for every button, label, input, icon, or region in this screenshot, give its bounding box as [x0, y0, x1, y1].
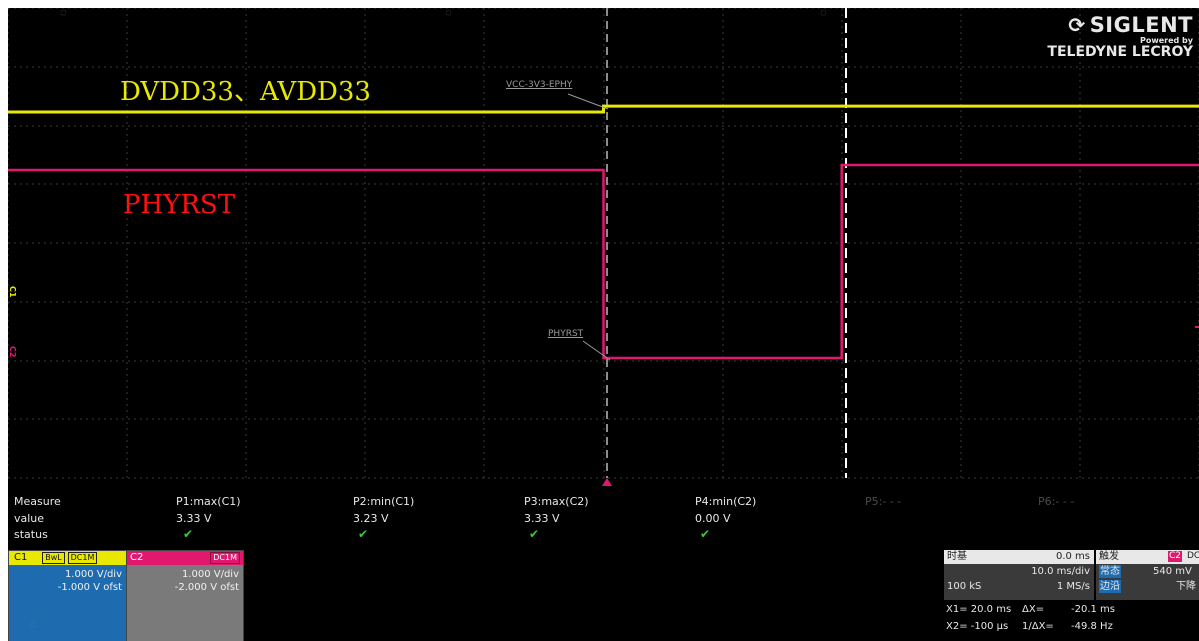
c1-channel-name: C1 — [14, 552, 28, 563]
brand-name: SIGLENT — [1089, 13, 1193, 37]
siglent-logo-icon: ⟳ — [1068, 13, 1086, 37]
c2-channel-panel[interactable]: C2 DC1M 1.000 V/div -2.000 V ofst — [126, 550, 244, 641]
status-check-icon: ✔ — [700, 527, 711, 541]
timebase-rate: 1 MS/s — [1056, 581, 1090, 592]
measure-param-name[interactable]: P4:min(C2) — [695, 495, 757, 508]
measurement-table: Measure P1:max(C1) P2:min(C1) P3:max(C2)… — [8, 492, 1199, 550]
c2-waveform — [8, 163, 1199, 360]
measure-value: 0.00 V — [695, 512, 731, 525]
measure-param-name[interactable]: P1:max(C1) — [176, 495, 241, 508]
cursor-invdx-value: -49.8 Hz — [1071, 621, 1113, 632]
status-check-icon: ✔ — [183, 527, 194, 541]
timebase-points: 100 kS — [947, 581, 982, 592]
c2-coupling-tag: DC1M — [210, 552, 240, 564]
c1-waveform — [8, 104, 1199, 114]
cursor-dx-label: ΔX= — [1022, 604, 1045, 615]
trigger-position-marker — [602, 478, 612, 486]
brand-partner: TELEDYNE LECROY — [1047, 44, 1193, 60]
trigger-panel[interactable]: 触发 C2 DC 常态 540 mV 边沿 下降 — [1096, 550, 1199, 600]
measure-param-name[interactable]: P6:- - - — [1038, 495, 1075, 508]
c1-bwl-tag: BwL — [42, 552, 65, 564]
c2-right-marker — [1195, 326, 1199, 328]
brand-powered-by: Powered by — [1140, 36, 1193, 45]
c1-label-leader — [567, 93, 609, 110]
reset-annotation: PHYRST — [123, 190, 236, 220]
waveform-grid — [8, 8, 1199, 486]
measure-value: 3.33 V — [524, 512, 560, 525]
c1-scale: 1.000 V/div — [64, 569, 122, 580]
c1-channel-panel[interactable]: C1 BwL DC1M 1.000 V/div -1.000 V ofst — [8, 550, 127, 641]
c1-level-marker[interactable]: C1 — [8, 286, 17, 298]
measure-value: 3.23 V — [353, 512, 389, 525]
cursor-dx-value: -20.1 ms — [1071, 604, 1116, 615]
trigger-level: 540 mV — [1153, 566, 1192, 577]
measure-value: 3.33 V — [176, 512, 212, 525]
trigger-slope: 下降 — [1176, 581, 1196, 592]
timebase-delay: 0.0 ms — [1055, 551, 1090, 562]
c2-label-leader — [582, 340, 611, 361]
trigger-type: 边沿 — [1099, 580, 1121, 593]
c2-level-marker[interactable]: C2 — [8, 346, 17, 358]
c2-scale: 1.000 V/div — [181, 569, 239, 580]
status-check-icon: ✔ — [358, 527, 369, 541]
c1-channel-header: C1 BwL DC1M — [9, 551, 126, 565]
c2-channel-name: C2 — [130, 552, 144, 563]
timebase-title: 时基 — [947, 551, 967, 562]
c2-channel-header: C2 DC1M — [127, 551, 243, 565]
measure-row-label: Measure — [14, 495, 61, 508]
timebase-trigger-panel: 时基 0.0 ms 10.0 ms/div 100 kS 1 MS/s 触发 C… — [944, 550, 1199, 641]
brand-logo: ⟳ SIGLENT Powered by TELEDYNE LECROY — [1047, 14, 1193, 60]
oscilloscope-screen: ⟳ SIGLENT Powered by TELEDYNE LECROY DVDD… — [8, 8, 1199, 641]
trigger-title: 触发 — [1099, 551, 1119, 562]
c1-coupling-tag: DC1M — [67, 552, 98, 564]
trigger-mode: 常态 — [1099, 565, 1121, 578]
cursor-x2-readout: X2= -100 μs — [946, 621, 1009, 632]
status-check-icon: ✔ — [529, 527, 540, 541]
measure-value-row: value 3.33 V 3.23 V 3.33 V 0.00 V — [8, 511, 1199, 526]
timebase-header — [944, 550, 1094, 564]
c1-waveform-label: VCC-3V3-EPHY — [506, 80, 573, 90]
measure-row-label: status — [14, 528, 48, 541]
cursor-x1-readout: X1= 20.0 ms — [946, 604, 1012, 615]
measure-param-name[interactable]: P5:- - - — [865, 495, 902, 508]
cursor-invdx-label: 1/ΔX= — [1022, 621, 1054, 632]
trigger-coupling: DC — [1187, 551, 1199, 561]
timebase-panel[interactable]: 时基 0.0 ms 10.0 ms/div 100 kS 1 MS/s — [944, 550, 1094, 600]
timebase-scale: 10.0 ms/div — [1031, 566, 1090, 577]
measure-param-name[interactable]: P2:min(C1) — [353, 495, 415, 508]
c2-waveform-label: PHYRST — [548, 329, 584, 339]
supply-annotation: DVDD33、AVDD33 — [120, 77, 371, 107]
measure-status-row: status ✔ ✔ ✔ ✔ — [8, 527, 1199, 542]
measure-header-row: Measure P1:max(C1) P2:min(C1) P3:max(C2)… — [8, 494, 1199, 509]
c2-offset: -2.000 V ofst — [174, 582, 239, 593]
measure-row-label: value — [14, 512, 45, 525]
trigger-source: C2 — [1168, 551, 1183, 562]
graticule — [8, 8, 1199, 479]
measure-param-name[interactable]: P3:max(C2) — [524, 495, 589, 508]
c1-offset: -1.000 V ofst — [57, 582, 122, 593]
